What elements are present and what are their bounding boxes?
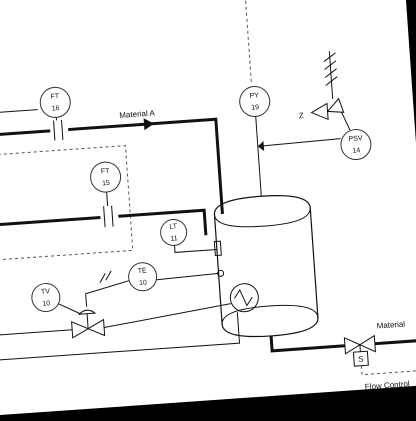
instrument-number: 10 bbox=[139, 279, 147, 287]
instrument-tag: FT bbox=[50, 93, 60, 101]
instrument-tag: PY bbox=[249, 92, 259, 100]
instrument-number: 14 bbox=[352, 147, 360, 155]
instrument-number: 16 bbox=[52, 105, 60, 113]
instrument-tag: PSV bbox=[348, 135, 363, 143]
instrument-number: 11 bbox=[170, 235, 178, 242]
instrument-tag: TE bbox=[138, 267, 148, 275]
instrument-number: 10 bbox=[42, 300, 50, 308]
flow-control-label: Flow Control bbox=[365, 379, 411, 391]
instrument-number: 19 bbox=[251, 104, 259, 112]
instrument-tag: TV bbox=[41, 288, 51, 296]
instrument-tag: LT bbox=[169, 223, 178, 231]
instrument-tag: FT bbox=[101, 168, 111, 176]
z-label: Z bbox=[298, 111, 304, 120]
solenoid-label: S bbox=[358, 355, 364, 364]
instrument-number: 15 bbox=[102, 180, 110, 188]
